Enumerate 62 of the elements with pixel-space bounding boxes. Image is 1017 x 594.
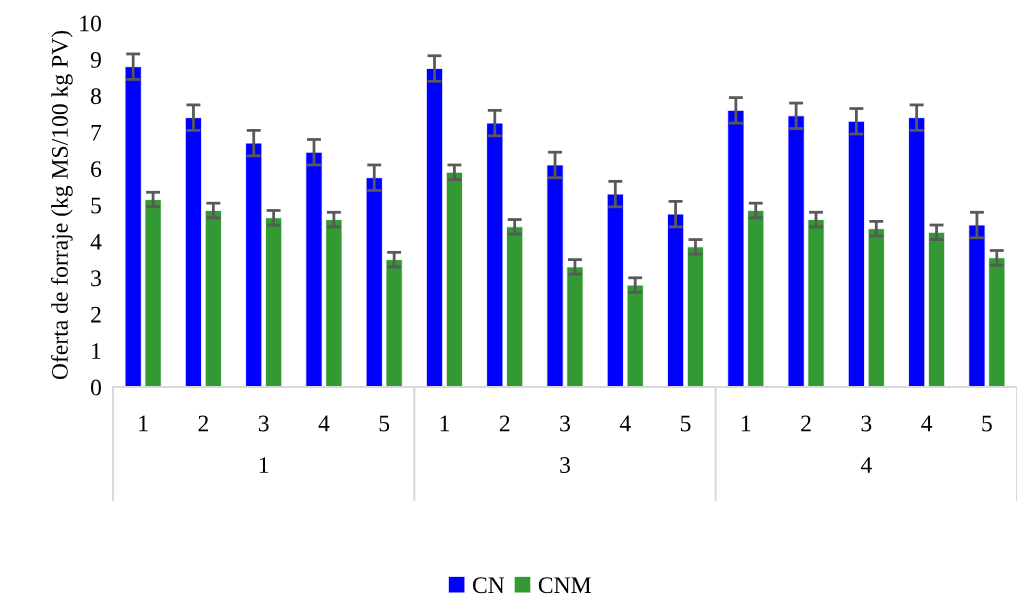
x-tick-label: 4 <box>921 415 933 432</box>
legend-label: CN <box>472 577 505 594</box>
bar <box>425 68 444 387</box>
bar <box>184 117 203 387</box>
bar <box>546 164 564 387</box>
bar <box>385 259 403 387</box>
x-tick-label: 1 <box>741 415 751 432</box>
bar <box>265 217 283 387</box>
legend-label: CNM <box>538 577 591 594</box>
y-tick-label: 10 <box>80 15 101 32</box>
x-tick-label: 2 <box>198 415 208 432</box>
bar <box>787 115 805 387</box>
x-tick-label: 2 <box>499 415 510 432</box>
bar <box>626 284 644 387</box>
bar <box>305 151 323 387</box>
bar <box>325 219 343 387</box>
bar <box>144 199 162 387</box>
x-tick-label: 3 <box>258 415 269 432</box>
x-tick-label: 3 <box>861 415 872 432</box>
bar <box>124 66 142 387</box>
bar <box>445 171 463 387</box>
x-tick-label: 5 <box>379 415 390 432</box>
y-tick-label: 1 <box>92 343 101 359</box>
text: 4 <box>860 457 872 473</box>
x-tick-label: 2 <box>801 415 811 432</box>
y-tick-label: 6 <box>91 161 102 178</box>
y-tick-label: 3 <box>91 270 101 287</box>
y-tick-label: 7 <box>91 124 102 141</box>
text: 1 <box>259 457 269 473</box>
bar <box>204 210 222 387</box>
bar <box>245 142 263 387</box>
x-tick-label: 5 <box>982 415 992 432</box>
y-tick-label: 5 <box>91 197 101 214</box>
bar <box>807 219 825 387</box>
y-tick-label: 4 <box>90 234 102 250</box>
text: 3 <box>560 457 570 473</box>
y-tick-label: 9 <box>90 51 101 68</box>
x-tick-label: 1 <box>139 415 148 432</box>
bar <box>747 210 765 387</box>
x-tick-label: 4 <box>318 415 330 432</box>
bar <box>486 122 504 387</box>
bar <box>667 213 685 387</box>
bar <box>686 246 705 387</box>
bar <box>506 226 524 387</box>
y-tick-label: 2 <box>91 306 101 323</box>
bar <box>968 224 986 387</box>
bar <box>606 193 624 387</box>
bar <box>867 228 885 387</box>
y-axis-title: Oferta de forraje (kg MS/100 kg PV) <box>51 30 73 380</box>
bar <box>908 117 926 387</box>
bar <box>727 109 745 387</box>
x-tick-label: 5 <box>681 415 691 432</box>
bar <box>927 231 946 387</box>
bar <box>988 257 1006 387</box>
bar <box>365 177 383 387</box>
bar <box>566 266 584 387</box>
bar <box>847 120 865 387</box>
x-tick-label: 4 <box>619 415 631 432</box>
x-tick-label: 3 <box>560 415 570 432</box>
y-tick-label: 8 <box>90 88 101 105</box>
y-tick-label: 0 <box>90 379 101 396</box>
x-tick-label: 1 <box>440 415 449 432</box>
